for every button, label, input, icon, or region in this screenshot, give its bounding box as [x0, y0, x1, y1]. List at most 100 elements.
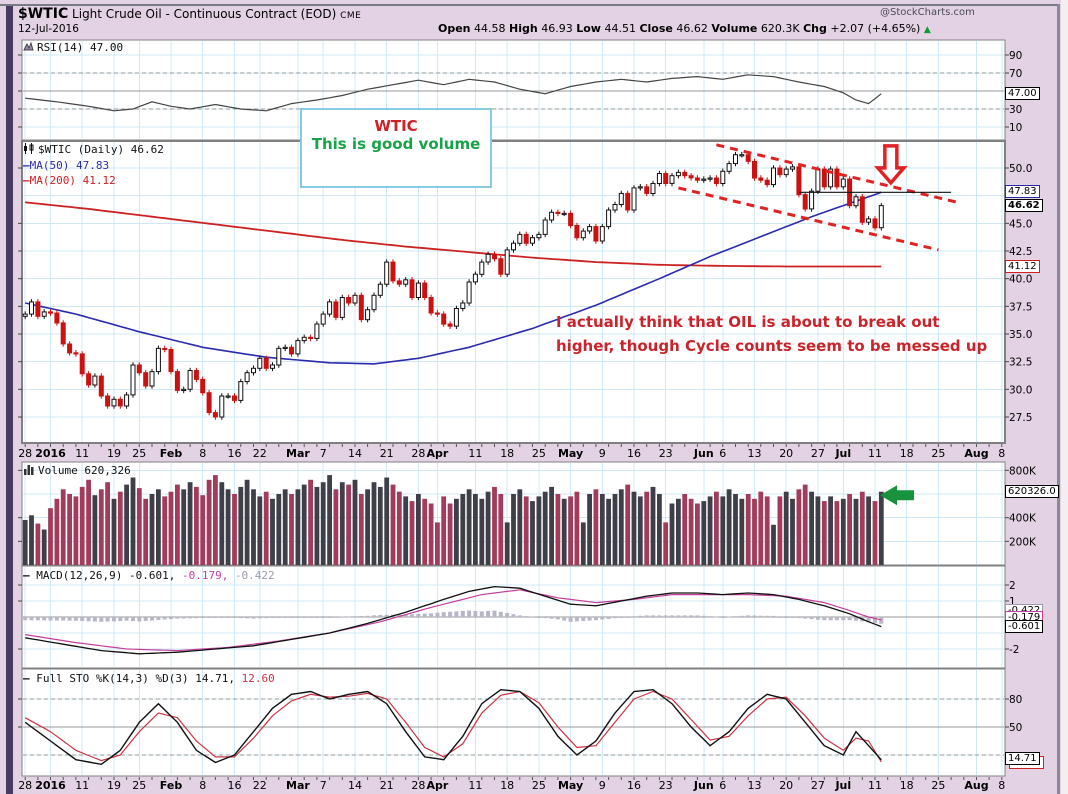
- volume-bar: [282, 489, 288, 565]
- candle-body: [422, 282, 428, 299]
- volume-bar: [213, 475, 218, 565]
- macd-hist-bar: [663, 615, 668, 617]
- low-label: Low: [576, 22, 601, 35]
- macd-hist-bar: [701, 615, 706, 617]
- candle-body: [688, 175, 694, 179]
- candle-body: [834, 168, 840, 188]
- macd-hist-bar: [105, 617, 110, 622]
- sto-d-line: [24, 690, 882, 763]
- date-tick-label: 21: [380, 447, 394, 460]
- date-tick-label: 27: [811, 447, 825, 460]
- macd-hist-bar: [54, 617, 59, 621]
- macd-hist-bar: [873, 617, 877, 623]
- candle-body: [415, 282, 421, 299]
- macd-hist-bar: [384, 614, 389, 617]
- candle-body: [441, 313, 447, 325]
- macd-hist-bar: [847, 617, 852, 621]
- volume-bar: [517, 489, 523, 565]
- macd-hist-bar: [549, 617, 554, 619]
- ma50-line: [25, 191, 882, 365]
- volume-bar: [314, 486, 320, 565]
- volume-bar: [783, 491, 789, 565]
- volume-bar: [422, 498, 428, 565]
- volume-bar: [403, 496, 409, 565]
- volume-bar: [479, 498, 485, 565]
- candle-body: [377, 283, 383, 296]
- price-axis-label: 40.0: [1009, 274, 1032, 286]
- candle-body: [60, 322, 66, 345]
- volume-bar: [238, 486, 244, 565]
- date-tick-label: 2016: [35, 447, 66, 460]
- rsi-last-tag: 47.00: [1005, 87, 1040, 100]
- macd-hist-bar: [435, 612, 440, 617]
- macd-hist-bar: [448, 611, 453, 617]
- candle-body: [606, 209, 612, 228]
- volume-bar: [41, 529, 47, 565]
- macd-hist-bar: [486, 611, 491, 617]
- candle-body: [675, 171, 681, 177]
- candle-body: [555, 211, 561, 215]
- close-label: Close: [639, 22, 673, 35]
- date-tick-label: Apr: [426, 447, 448, 460]
- macd-hist-bar: [327, 617, 332, 618]
- date-tick-label: May: [558, 779, 583, 792]
- volume-bar: [206, 479, 212, 565]
- volume-bar: [847, 494, 852, 565]
- volume-bar: [771, 524, 776, 565]
- macd-hist-bar: [99, 617, 104, 622]
- macd-hist-bar: [346, 616, 351, 618]
- volume-bar: [530, 501, 535, 565]
- date-tick-label: May: [558, 447, 583, 460]
- volume-bar: [853, 498, 859, 565]
- volume-bar: [377, 486, 383, 565]
- candle-body: [625, 192, 631, 211]
- date-tick-label: 28: [18, 447, 32, 460]
- volume-bar: [428, 503, 434, 565]
- macd-hist-bar: [302, 617, 307, 618]
- date-tick-label: 2016: [35, 779, 66, 792]
- volume-bar: [834, 501, 840, 565]
- volume-bar: [390, 484, 396, 565]
- volume-bar: [232, 494, 237, 565]
- macd-hist-bar: [61, 617, 66, 621]
- macd-hist-bar: [175, 617, 180, 619]
- candle-body: [212, 412, 218, 418]
- candle-body: [149, 371, 155, 387]
- candle-body: [872, 218, 878, 229]
- line-icon: —: [23, 672, 30, 685]
- volume-bar: [251, 489, 256, 565]
- candle-body: [105, 395, 111, 407]
- candle-body: [453, 308, 459, 327]
- volume-bar: [758, 491, 764, 565]
- volume-axis-label: 400K: [1009, 513, 1037, 525]
- volume-bar: [365, 489, 370, 565]
- macd-hist-bar: [777, 616, 782, 618]
- candlestick-icon: [23, 143, 35, 158]
- macd-hist-bar: [283, 617, 288, 618]
- candle-body: [434, 312, 440, 315]
- volume-bar: [333, 489, 339, 565]
- date-tick-label: 11: [75, 447, 89, 460]
- date-tick-label: 18: [900, 447, 914, 460]
- volume-bar: [60, 489, 66, 565]
- volume-bar: [574, 491, 580, 565]
- sto-axis-label: 50: [1009, 722, 1022, 734]
- volume-bar: [739, 498, 745, 565]
- volume-bar: [599, 494, 605, 565]
- volume-bar: [726, 489, 732, 565]
- volume-bar: [561, 498, 567, 565]
- candle-body: [41, 311, 47, 317]
- change-up-icon: ▲: [923, 25, 931, 35]
- candle-body: [371, 294, 377, 311]
- candle-body: [92, 375, 98, 386]
- note-title: WTIC: [374, 117, 418, 135]
- macd-hist-bar: [815, 617, 820, 620]
- volume-bar: [263, 491, 269, 565]
- macd-hist-bar: [429, 613, 434, 617]
- volume-bar: [720, 496, 726, 565]
- macd-signal-value: -0.179,: [181, 569, 229, 582]
- sto-legend: — Full STO %K(14,3) %D(3) 14.71, 12.60: [23, 672, 275, 685]
- candle-body: [878, 205, 884, 229]
- frame-top-border: [0, 4, 1060, 6]
- macd-hist-bar: [809, 617, 814, 620]
